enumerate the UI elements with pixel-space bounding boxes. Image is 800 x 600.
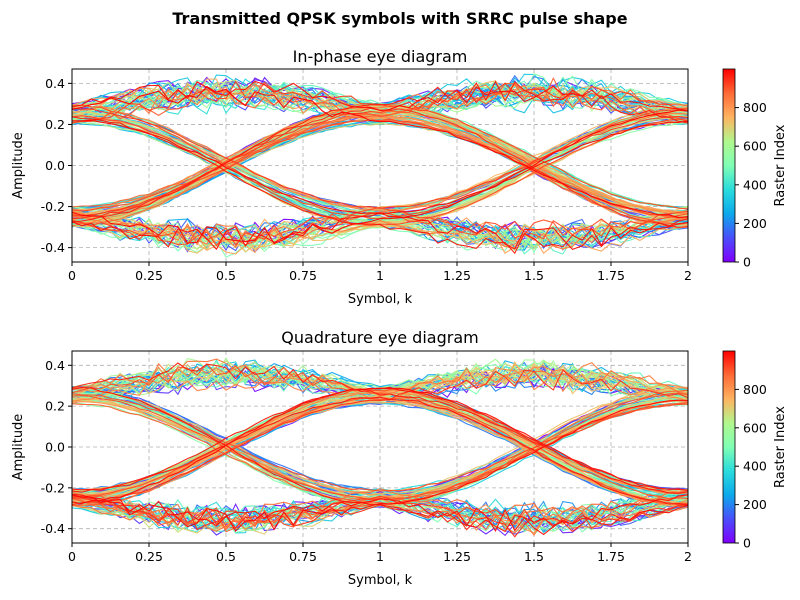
quadrature-eye-trace	[72, 396, 688, 507]
inphase-colorbar-tick-label: 0	[743, 255, 751, 270]
quadrature-y-tick-label: 0.2	[45, 399, 65, 414]
inphase-x-tick-label: 0.5	[216, 268, 236, 283]
inphase-traces	[72, 73, 688, 258]
quadrature-y-tick-label: 0.4	[45, 358, 65, 373]
quadrature-colorbar-ticks: 0 200 400 600 800	[735, 382, 767, 551]
inphase-x-tick-label: 1	[376, 268, 384, 283]
quadrature-colorbar-label: Raster Index	[773, 406, 788, 488]
inphase-x-axis-label: Symbol, k	[348, 292, 413, 307]
quadrature-x-tick-label: 0.75	[289, 549, 317, 564]
quadrature-eye-trace	[72, 388, 688, 500]
inphase-eye-trace	[72, 85, 688, 218]
inphase-colorbar-tick-label: 800	[743, 100, 767, 115]
quadrature-x-tick-label: 1	[376, 549, 384, 564]
quadrature-y-tick-label: -0.2	[41, 480, 65, 495]
quadrature-eye-trace	[72, 389, 688, 505]
quadrature-x-ticks: 0 0.25 0.5 0.75 1 1.25 1.5 1.75 2	[68, 543, 692, 564]
inphase-chart-title: In-phase eye diagram	[293, 47, 468, 66]
quadrature-colorbar-tick-label: 400	[743, 459, 767, 474]
inphase-x-tick-label: 1.25	[443, 268, 471, 283]
quadrature-eye-panel: Quadrature eye diagram 0 0.25 0.5 0.75 1 1.25…	[11, 328, 788, 588]
quadrature-x-tick-label: 1.5	[524, 549, 544, 564]
inphase-eye-trace	[72, 114, 688, 243]
quadrature-eye-trace	[72, 495, 688, 530]
inphase-eye-trace	[72, 80, 688, 112]
inphase-eye-trace	[72, 109, 688, 245]
inphase-colorbar-label: Raster Index	[773, 124, 788, 206]
inphase-eye-trace	[72, 80, 688, 223]
quadrature-x-tick-label: 1.25	[443, 549, 471, 564]
figure-title: Transmitted QPSK symbols with SRRC pulse…	[172, 9, 627, 28]
inphase-eye-trace	[72, 210, 688, 247]
inphase-eye-trace	[72, 212, 688, 250]
inphase-x-ticks: 0 0.25 0.5 0.75 1 1.25 1.5 1.75 2	[68, 262, 692, 283]
quadrature-x-axis-label: Symbol, k	[348, 573, 413, 588]
inphase-colorbar-tick-label: 400	[743, 177, 767, 192]
quadrature-eye-trace	[72, 401, 688, 526]
quadrature-chart-title: Quadrature eye diagram	[281, 328, 478, 347]
inphase-x-tick-label: 2	[684, 268, 692, 283]
inphase-x-tick-label: 0.75	[289, 268, 317, 283]
quadrature-colorbar-tick-label: 0	[743, 536, 751, 551]
quadrature-eye-trace	[72, 396, 688, 506]
quadrature-x-tick-label: 0	[68, 549, 76, 564]
inphase-y-tick-label: 0.0	[45, 158, 65, 173]
inphase-eye-trace	[72, 104, 688, 211]
quadrature-colorbar-tick-label: 800	[743, 382, 767, 397]
inphase-eye-trace	[72, 107, 688, 209]
quadrature-eye-trace	[72, 399, 688, 533]
quadrature-y-tick-label: -0.4	[41, 521, 65, 536]
quadrature-y-tick-label: 0.0	[45, 440, 65, 455]
quadrature-x-tick-label: 1.75	[597, 549, 625, 564]
inphase-eye-trace	[72, 119, 688, 215]
quadrature-eye-trace	[72, 488, 688, 527]
inphase-eye-trace	[72, 89, 688, 124]
inphase-x-tick-label: 0.25	[135, 268, 163, 283]
inphase-y-tick-label: -0.4	[41, 240, 65, 255]
inphase-eye-trace	[72, 76, 688, 208]
inphase-eye-trace	[72, 116, 688, 255]
inphase-eye-trace	[72, 115, 688, 251]
inphase-y-tick-label: -0.2	[41, 199, 65, 214]
quadrature-x-tick-label: 2	[684, 549, 692, 564]
inphase-eye-trace	[72, 118, 688, 225]
inphase-colorbar	[722, 68, 736, 263]
quadrature-y-ticks: -0.4 -0.2 0.0 0.2 0.4	[41, 358, 72, 536]
inphase-x-tick-label: 0	[68, 268, 76, 283]
quadrature-x-tick-label: 0.5	[216, 549, 236, 564]
inphase-colorbar-tick-label: 200	[743, 216, 767, 231]
quadrature-colorbar	[722, 350, 736, 544]
inphase-colorbar-tick-label: 600	[743, 139, 767, 154]
quadrature-colorbar-tick-label: 200	[743, 497, 767, 512]
quadrature-y-axis-label: Amplitude	[11, 414, 26, 481]
quadrature-x-tick-label: 0.25	[135, 549, 163, 564]
inphase-eye-trace	[72, 207, 688, 247]
quadrature-eye-trace	[72, 362, 688, 492]
inphase-y-tick-label: 0.2	[45, 117, 65, 132]
inphase-colorbar-ticks: 0 200 400 600 800	[735, 100, 767, 270]
quadrature-traces	[72, 357, 688, 538]
quadrature-eye-trace	[72, 386, 688, 533]
quadrature-eye-trace	[72, 369, 688, 506]
inphase-y-tick-label: 0.4	[45, 76, 65, 91]
inphase-eye-panel: In-phase eye diagram 0 0.25 0.5 0.75 1 1.25 1.…	[11, 47, 788, 307]
inphase-y-axis-label: Amplitude	[11, 132, 26, 199]
inphase-eye-trace	[72, 82, 688, 217]
quadrature-eye-trace	[72, 391, 688, 497]
inphase-y-ticks: -0.4 -0.2 0.0 0.2 0.4	[41, 76, 72, 255]
inphase-x-tick-label: 1.75	[597, 268, 625, 283]
inphase-eye-trace	[72, 212, 688, 251]
inphase-x-tick-label: 1.5	[524, 268, 544, 283]
inphase-eye-trace	[72, 83, 688, 227]
quadrature-eye-trace	[72, 387, 688, 505]
quadrature-colorbar-tick-label: 600	[743, 420, 767, 435]
